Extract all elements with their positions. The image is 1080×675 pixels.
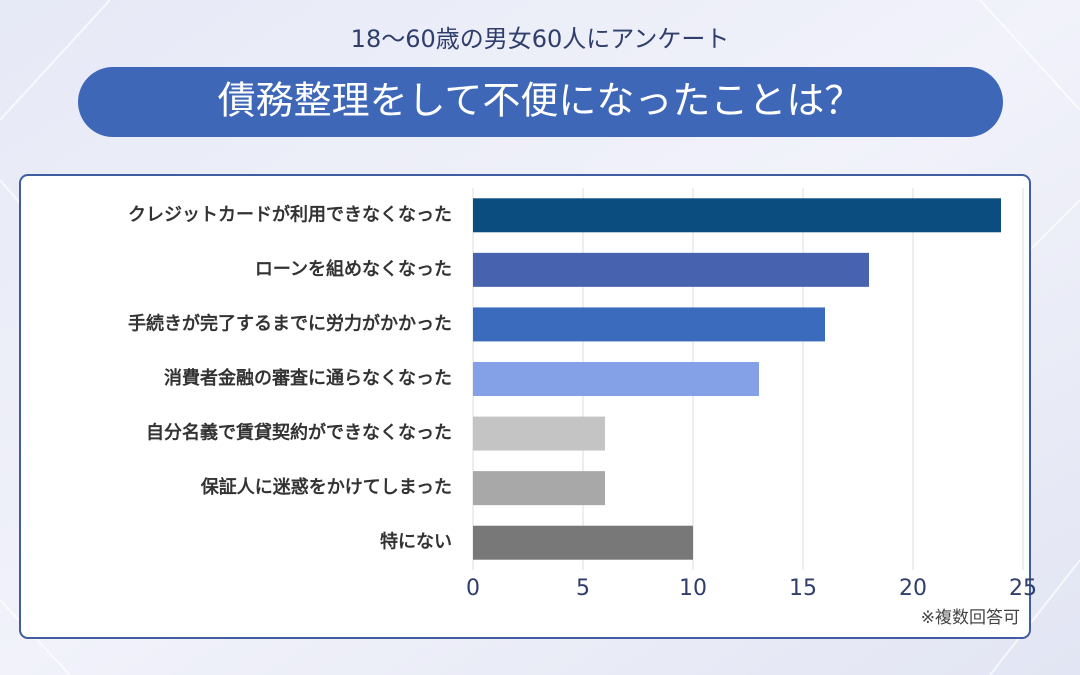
x-tick-label: 20: [899, 576, 927, 601]
x-tick-label: 5: [576, 576, 590, 601]
y-tick-label: 保証人に迷惑をかけてしまった: [200, 476, 452, 498]
bar: [473, 416, 605, 451]
subtitle: 18〜60歳の男女60人にアンケート: [351, 25, 730, 53]
y-tick-label: クレジットカードが利用できなくなった: [128, 203, 452, 225]
note: ※複数回答可: [921, 608, 1020, 628]
y-tick-label: 自分名義で賃貸契約ができなくなった: [146, 422, 452, 444]
bar: [473, 525, 693, 560]
y-tick-label: 特にない: [380, 531, 452, 553]
y-tick-label: ローンを組めなくなった: [255, 258, 452, 280]
bar: [473, 198, 1001, 233]
bar: [473, 307, 825, 342]
y-tick-label: 手続きが完了するまでに労力がかかった: [128, 312, 452, 334]
x-tick-label: 25: [1009, 576, 1037, 601]
x-tick-label: 0: [466, 576, 480, 601]
bar: [473, 362, 759, 396]
x-tick-label: 10: [679, 576, 707, 601]
title-pill: [78, 67, 1003, 137]
bar: [473, 252, 869, 287]
y-tick-label: 消費者金融の審査に通らなくなった: [164, 367, 452, 389]
card: [19, 174, 1031, 639]
bar: [473, 471, 605, 506]
chart-title: 債務整理をして不便になったことは？: [218, 79, 863, 123]
x-tick-label: 15: [789, 576, 817, 601]
